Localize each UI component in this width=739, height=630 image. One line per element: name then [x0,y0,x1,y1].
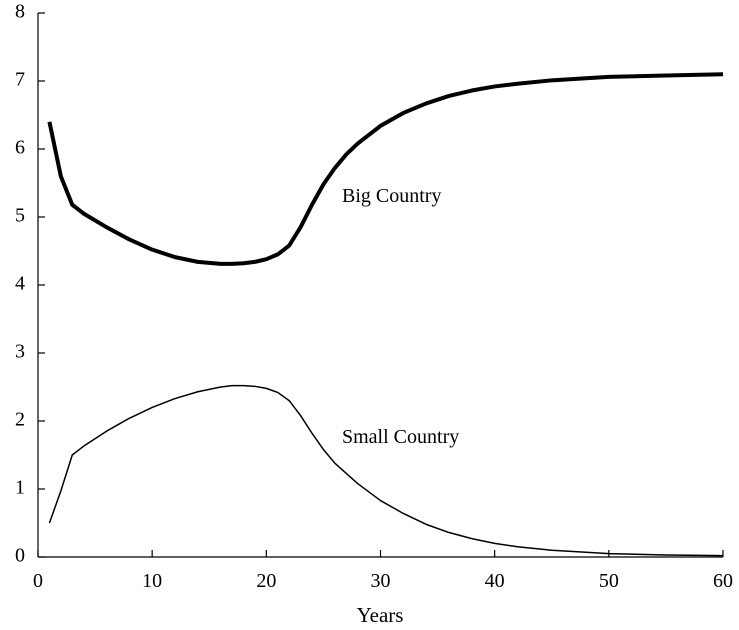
x-tick-label: 60 [713,570,733,592]
y-tick-label: 4 [15,273,25,295]
y-tick-label: 7 [15,69,25,91]
small-country-label: Small Country [342,426,459,448]
small-country-line [48,384,724,557]
y-tick-label: 5 [15,205,25,227]
y-tick-label: 3 [15,341,25,363]
y-tick-label: 1 [15,477,25,499]
x-tick-label: 50 [599,570,619,592]
y-ticks: 0 1 2 3 4 5 6 7 8 [15,1,45,567]
y-tick-label: 6 [15,137,25,159]
axes [37,13,723,558]
series-lines [47,72,724,557]
big-country-line [47,72,724,266]
x-axis-label: Years [357,603,404,627]
x-tick-label: 0 [33,570,43,592]
x-tick-label: 40 [485,570,505,592]
x-tick-label: 10 [142,570,162,592]
y-tick-label: 2 [15,409,25,431]
series-annotations: Big Country Small Country [342,185,459,448]
x-tick-label: 20 [256,570,276,592]
x-ticks: 0 10 20 30 40 50 60 [33,550,733,592]
x-tick-label: 30 [371,570,391,592]
y-tick-label: 0 [15,545,25,567]
y-tick-label: 8 [15,1,25,23]
big-country-label: Big Country [342,185,441,207]
